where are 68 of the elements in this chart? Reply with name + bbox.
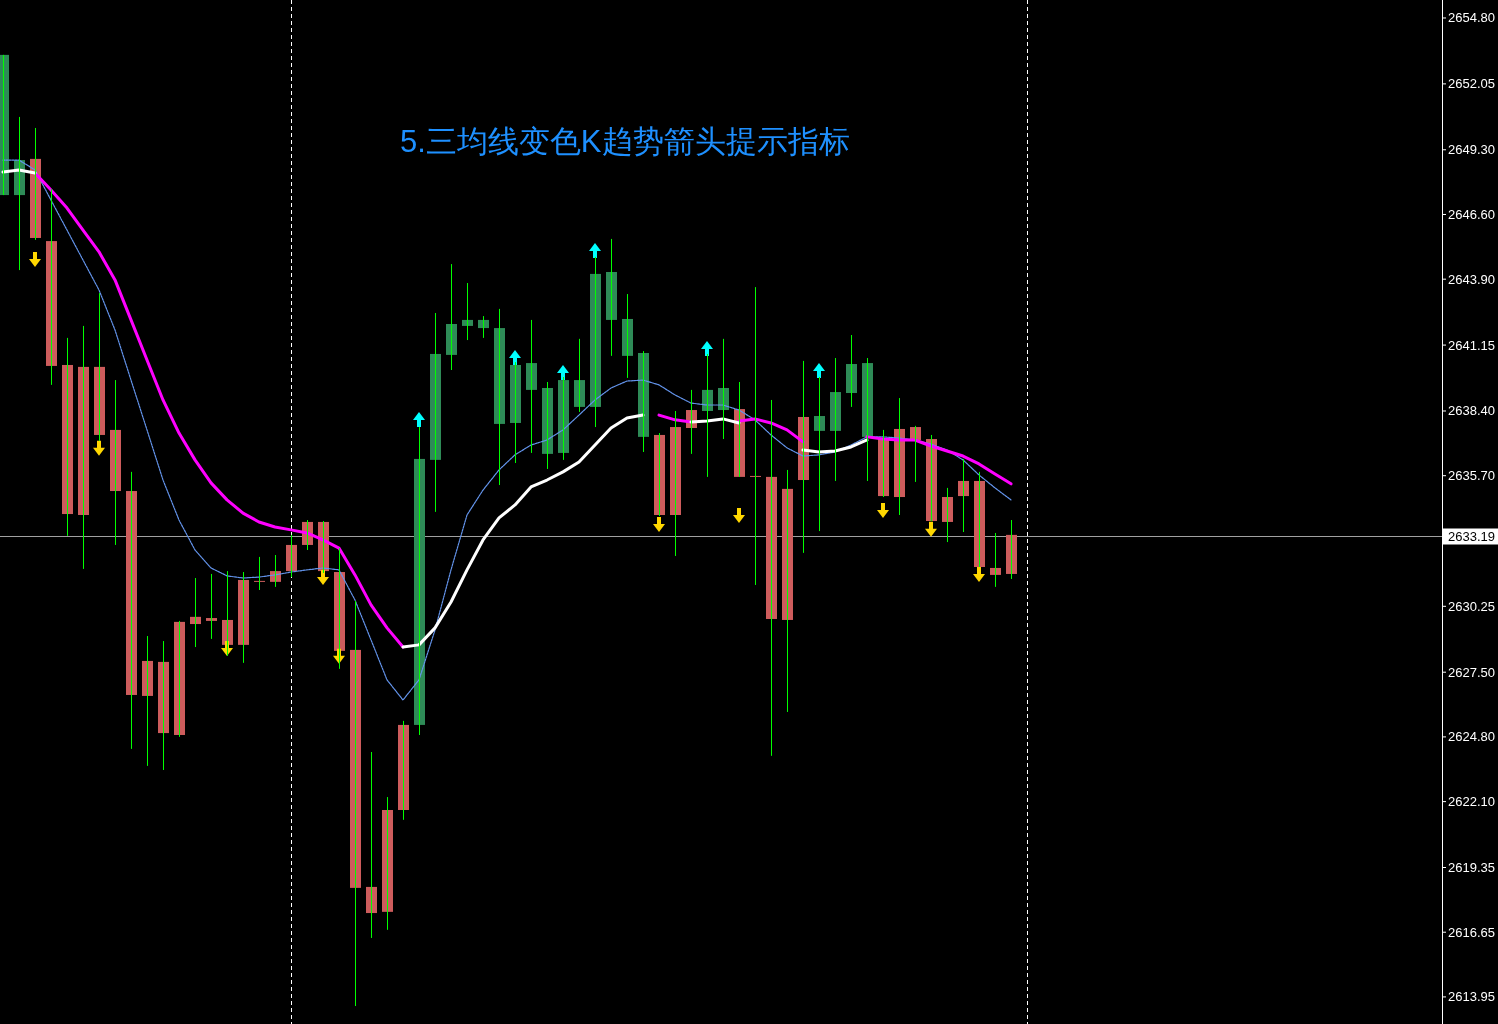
candlestick <box>174 620 185 738</box>
y-tick-label: 2622.10 <box>1448 794 1495 810</box>
y-tick-label: 2649.30 <box>1448 142 1495 158</box>
point <box>877 502 889 518</box>
point <box>589 242 601 258</box>
candlestick <box>494 308 505 486</box>
candlestick <box>750 286 761 586</box>
y-tick-label: 2613.95 <box>1448 989 1495 1005</box>
candlestick <box>0 54 9 196</box>
candlestick <box>158 640 169 771</box>
candlestick <box>766 399 777 757</box>
candlestick <box>782 469 793 713</box>
candlestick <box>1006 519 1017 580</box>
candlestick <box>206 573 217 640</box>
candlestick <box>350 600 361 1007</box>
y-tick-label: 2643.90 <box>1448 271 1495 287</box>
y-tick-label: 2654.80 <box>1448 10 1495 26</box>
point <box>29 252 41 268</box>
candlestick <box>670 410 681 557</box>
y-tick-label: 2630.25 <box>1448 598 1495 614</box>
candlestick <box>622 293 633 379</box>
candlestick <box>574 338 585 413</box>
candlestick <box>126 471 137 750</box>
candlestick <box>382 796 393 931</box>
candlestick <box>990 532 1001 588</box>
y-tick-label: 2635.70 <box>1448 468 1495 484</box>
ref-line-label: 2633.19 <box>1448 529 1495 544</box>
candlestick <box>430 312 441 513</box>
candlestick <box>78 325 89 570</box>
y-tick-label: 2652.05 <box>1448 76 1495 92</box>
candlestick <box>110 379 121 546</box>
candlestick <box>366 751 377 939</box>
candlestick <box>238 571 249 664</box>
candlestick <box>286 534 297 578</box>
point <box>317 570 329 586</box>
y-tick-label: 2638.40 <box>1448 403 1495 419</box>
point <box>653 517 665 533</box>
point <box>925 521 937 537</box>
candlestick <box>446 263 457 371</box>
candlestick <box>62 337 73 537</box>
y-tick-label: 2641.15 <box>1448 337 1495 353</box>
candlestick <box>254 556 265 591</box>
candlestick <box>846 334 857 408</box>
point <box>973 566 985 582</box>
y-tick-label: 2619.35 <box>1448 860 1495 876</box>
point <box>813 363 825 379</box>
candlestick <box>606 238 617 357</box>
candlestick <box>830 357 841 482</box>
point <box>701 340 713 356</box>
candlestick <box>942 487 953 543</box>
candlestick <box>142 635 153 767</box>
y-tick-label: 2616.65 <box>1448 924 1495 940</box>
point <box>413 411 425 427</box>
point <box>733 507 745 523</box>
candlestick <box>654 432 665 517</box>
candlestick <box>46 188 57 386</box>
point <box>557 364 569 380</box>
point <box>93 440 105 456</box>
candlestick <box>398 720 409 821</box>
point <box>509 350 521 366</box>
text: 5.三均线变色K趋势箭头提示指标 <box>400 124 850 159</box>
candlestick <box>862 357 873 482</box>
y-tick-label: 2627.50 <box>1448 664 1495 680</box>
y-tick-label: 2624.80 <box>1448 729 1495 745</box>
y-tick-label: 2646.60 <box>1448 206 1495 222</box>
candlestick <box>462 282 473 341</box>
candlestick <box>958 458 969 533</box>
candlestick <box>526 319 537 454</box>
